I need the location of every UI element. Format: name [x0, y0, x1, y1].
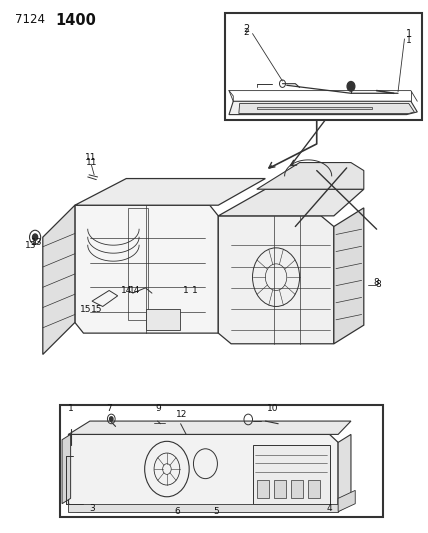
Text: 15: 15 [91, 305, 102, 314]
Polygon shape [75, 205, 218, 333]
Text: 5: 5 [213, 507, 219, 516]
Text: 2: 2 [243, 28, 249, 37]
Text: 8: 8 [374, 278, 380, 287]
Text: 2: 2 [243, 24, 249, 34]
Polygon shape [75, 179, 265, 205]
Text: 1: 1 [406, 36, 412, 45]
Polygon shape [257, 480, 269, 498]
Circle shape [347, 82, 355, 91]
Text: 13: 13 [25, 241, 36, 250]
Text: 6: 6 [175, 507, 181, 516]
Polygon shape [338, 434, 351, 512]
Circle shape [110, 417, 113, 421]
Text: 9: 9 [155, 405, 161, 414]
Bar [60, 405, 383, 517]
Text: 3: 3 [89, 504, 95, 513]
Polygon shape [253, 445, 330, 504]
Polygon shape [146, 309, 180, 330]
Circle shape [33, 234, 38, 240]
Polygon shape [68, 504, 338, 512]
Text: 11: 11 [86, 153, 97, 162]
Text: 13: 13 [31, 238, 42, 247]
Polygon shape [291, 480, 303, 498]
Text: 8: 8 [376, 280, 381, 289]
Text: 10: 10 [268, 405, 279, 414]
Polygon shape [308, 480, 320, 498]
Text: 7: 7 [106, 405, 112, 414]
Text: 1400: 1400 [56, 13, 97, 28]
Text: 12: 12 [176, 410, 187, 419]
Text: 14: 14 [121, 286, 132, 295]
Text: 4: 4 [327, 504, 333, 513]
Polygon shape [218, 189, 364, 216]
Polygon shape [338, 490, 355, 512]
Text: 14: 14 [129, 286, 140, 295]
Polygon shape [68, 434, 338, 512]
Text: 1: 1 [406, 29, 412, 39]
Text: 1: 1 [183, 286, 189, 295]
Polygon shape [334, 208, 364, 344]
Polygon shape [229, 101, 417, 115]
Polygon shape [62, 434, 71, 504]
Polygon shape [218, 216, 334, 344]
Text: 1: 1 [192, 286, 198, 295]
Polygon shape [43, 205, 75, 354]
Polygon shape [257, 107, 372, 109]
Text: 15: 15 [80, 305, 91, 314]
Polygon shape [274, 480, 286, 498]
Text: 7124: 7124 [15, 13, 45, 26]
Polygon shape [68, 421, 351, 434]
Polygon shape [239, 103, 414, 114]
Bar [225, 13, 422, 120]
Text: 1: 1 [68, 405, 74, 414]
Polygon shape [257, 163, 364, 189]
Text: 11: 11 [86, 158, 98, 167]
